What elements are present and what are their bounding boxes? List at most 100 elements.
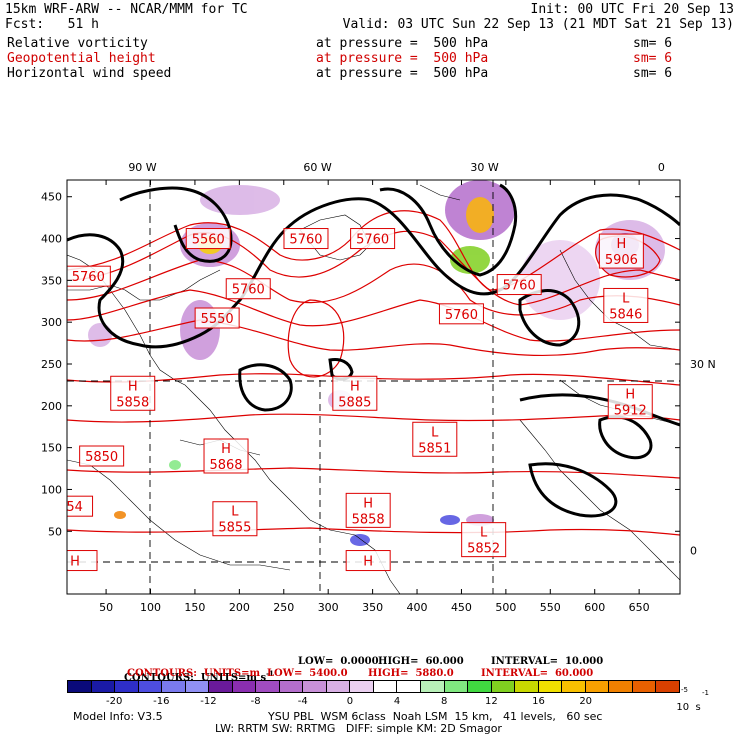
height-center-type: H xyxy=(363,496,373,511)
colorbar-label: 12 xyxy=(485,696,498,707)
vorticity-colorbar xyxy=(67,680,680,693)
height-center-type: L xyxy=(431,425,439,440)
x-tick-label: 450 xyxy=(451,601,472,614)
y-tick-label: 100 xyxy=(41,483,62,496)
colorbar-swatch xyxy=(468,681,492,692)
colorbar-label: 4 xyxy=(393,696,401,707)
field-pressure-vorticity: at pressure = 500 hPa xyxy=(316,36,489,51)
y-tick-label: 400 xyxy=(41,233,62,246)
colorbar-swatch xyxy=(232,681,257,692)
colorbar-swatch xyxy=(256,681,280,692)
field-name-wind: Horizontal wind speed xyxy=(7,66,172,81)
colorbar-swatch xyxy=(562,681,586,692)
contours-red-high: HIGH= 5880.0 xyxy=(368,668,454,679)
x-tick-label: 500 xyxy=(495,601,516,614)
colorbar-units-exponent-a: -5 xyxy=(681,686,688,694)
height-center-value: 5885 xyxy=(338,395,371,410)
axes: 50 100 150 200 250 300 350 400 450 500 550 600 65050… xyxy=(41,161,716,614)
height-center-value: 854 xyxy=(58,500,83,515)
height-center-type: L xyxy=(231,505,239,520)
init-time: Init: 00 UTC Fri 20 Sep 13 xyxy=(530,2,735,17)
colorbar-swatch xyxy=(444,681,469,692)
colorbar-swatch xyxy=(420,681,445,692)
height-center-frame xyxy=(603,287,649,323)
height-center-type: H xyxy=(128,379,138,394)
colorbar-swatch xyxy=(91,681,116,692)
contours-black-interval: INTERVAL= 10.000 xyxy=(491,656,604,667)
height-center-box: 5550 xyxy=(194,307,240,329)
height-center-frame xyxy=(185,228,231,250)
plot-frame xyxy=(66,179,681,595)
colorbar-label: -20 xyxy=(105,696,123,707)
x-tick-label: 150 xyxy=(184,601,205,614)
height-center-type: L xyxy=(480,526,488,541)
colorbar-swatch xyxy=(515,681,539,692)
colorbar-swatch xyxy=(115,681,139,692)
colorbar-label: -12 xyxy=(200,696,217,707)
height-center-frame xyxy=(598,233,644,269)
longitude-label: 90 W xyxy=(128,161,156,174)
height-center-value: 5760 xyxy=(232,283,265,298)
height-center-type: H xyxy=(625,388,635,403)
valid-time: Valid: 03 UTC Sun 22 Sep 13 (21 MDT Sat … xyxy=(342,17,734,32)
colorbar-swatch xyxy=(397,681,421,692)
height-center-frame xyxy=(283,228,329,250)
colorbar-swatch xyxy=(609,681,633,692)
field-pressure-wind: at pressure = 500 hPa xyxy=(316,66,489,81)
height-center-frame xyxy=(194,307,240,329)
height-center-box: 5760 xyxy=(225,278,271,300)
model-title: 15km WRF-ARW -- NCAR/MMM for TC xyxy=(5,2,248,17)
height-center-frame xyxy=(350,228,396,250)
forecast-hour: Fcst: 51 h xyxy=(5,17,99,32)
field-sm-vorticity: sm= 6 xyxy=(633,36,673,51)
height-center-frame xyxy=(203,438,249,474)
height-center-value: 5912 xyxy=(614,404,647,419)
height-center-value: 5760 xyxy=(445,308,478,323)
colorbar-swatch xyxy=(538,681,563,692)
x-tick-label: 300 xyxy=(318,601,339,614)
x-tick-label: 400 xyxy=(407,601,428,614)
height-center-box: H xyxy=(67,550,98,572)
contours-black-low: LOW= 0.0000 xyxy=(298,656,379,667)
y-tick-label: 350 xyxy=(41,274,62,287)
height-center-frame xyxy=(67,550,98,572)
colorbar-label: 20 xyxy=(579,696,593,707)
height-center-box: 854 xyxy=(58,495,94,517)
height-center-type: L xyxy=(622,291,630,306)
model-info: Model Info: V3.5 xyxy=(73,710,163,723)
height-center-frame xyxy=(345,550,391,572)
colorbar-label: -4 xyxy=(297,696,308,707)
height-center-frame xyxy=(345,492,391,528)
y-tick-label: 150 xyxy=(41,442,62,455)
height-center-value: 5855 xyxy=(218,521,251,536)
field-sm-wind: sm= 6 xyxy=(633,66,673,81)
height-center-type: H xyxy=(350,379,360,394)
contours-red-interval: INTERVAL= 60.000 xyxy=(481,668,594,679)
height-center-frame xyxy=(461,522,507,558)
colorbar-swatch xyxy=(585,681,610,692)
x-tick-label: 50 xyxy=(99,601,113,614)
x-tick-label: 650 xyxy=(629,601,650,614)
y-tick-label: 450 xyxy=(41,191,62,204)
colorbar-swatch xyxy=(185,681,210,692)
colorbar-swatch xyxy=(209,681,233,692)
colorbar-swatch xyxy=(656,681,679,692)
height-center-box: 5760 xyxy=(67,265,111,287)
colorbar-swatch xyxy=(326,681,351,692)
height-center-value: 5851 xyxy=(418,441,451,456)
colorbar-swatch xyxy=(350,681,374,692)
height-center-type: H xyxy=(221,442,231,457)
physics-line-1: YSU PBL WSM 6class Noah LSM 15 km, 41 le… xyxy=(268,710,603,723)
height-center-value: 5550 xyxy=(201,312,234,327)
field-name-vorticity: Relative vorticity xyxy=(7,36,148,51)
height-center-value: 5906 xyxy=(605,253,638,268)
height-center-value: 5858 xyxy=(116,395,149,410)
height-center-box: 5850 xyxy=(79,445,125,467)
